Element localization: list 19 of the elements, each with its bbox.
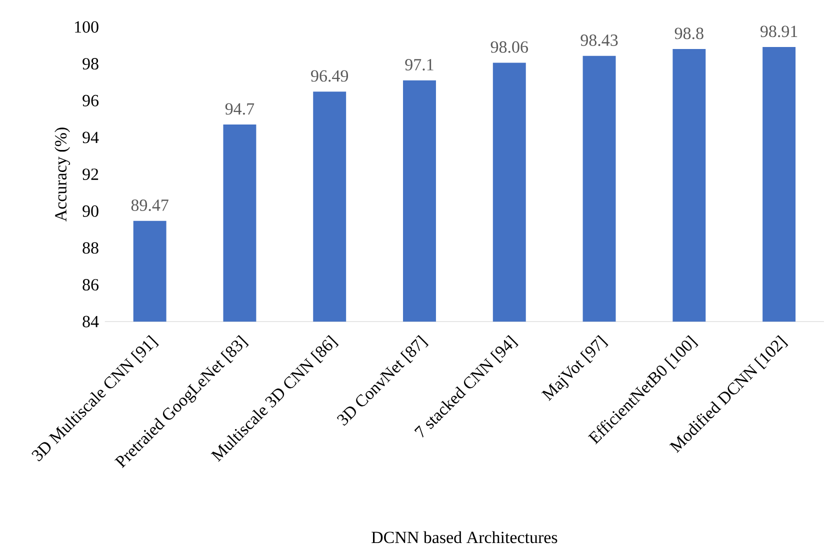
data-label: 97.1 [405, 59, 434, 71]
data-label: 98.91 [760, 26, 798, 38]
y-tick-label: 84 [82, 316, 99, 328]
data-label: 96.49 [311, 70, 348, 82]
y-tick-label: 92 [82, 168, 98, 180]
data-label: 94.7 [225, 103, 254, 115]
y-tick-label: 98 [82, 58, 98, 70]
y-tick-label: 100 [75, 21, 98, 33]
data-label: 98.43 [580, 34, 618, 46]
data-label: 98.06 [490, 41, 528, 53]
y-axis-title: Accuracy (%) [54, 128, 70, 222]
y-tick-label: 96 [82, 95, 99, 106]
x-axis-title: DCNN based Architectures [372, 531, 558, 544]
y-tick-label: 90 [82, 205, 98, 217]
y-tick-label: 94 [82, 132, 99, 144]
y-tick-label: 86 [82, 279, 99, 291]
data-label: 98.8 [674, 28, 704, 40]
data-label: 89.47 [131, 200, 168, 212]
y-tick-label: 88 [82, 242, 98, 254]
